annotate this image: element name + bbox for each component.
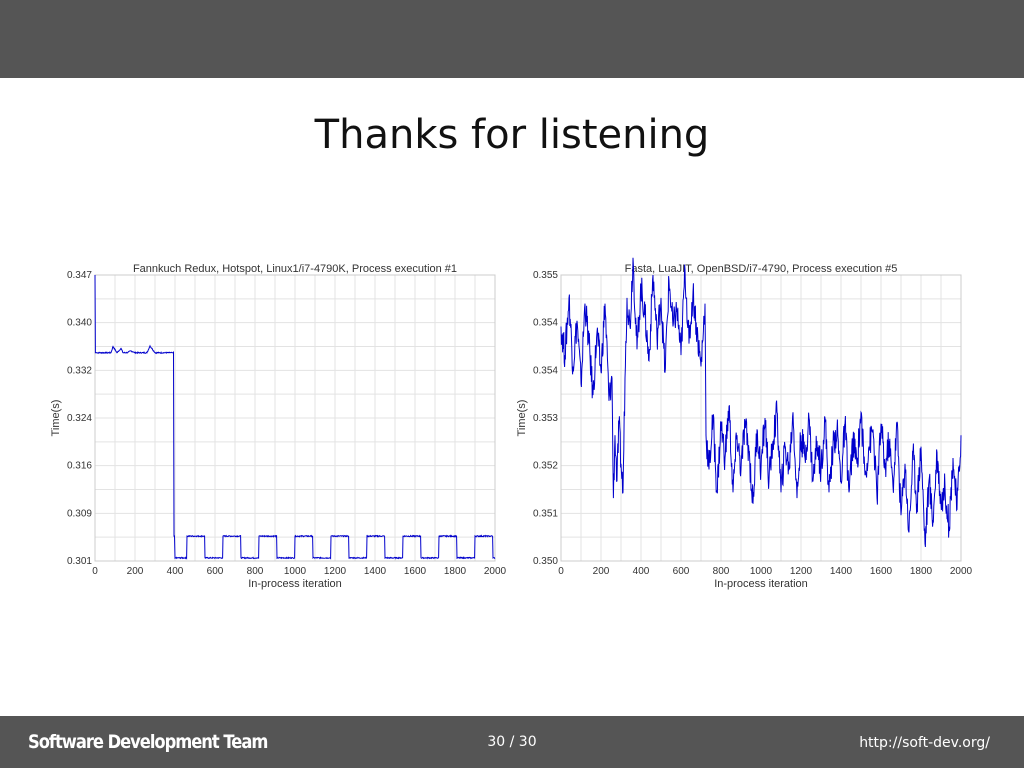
footer-url: http://soft-dev.org/ — [859, 735, 990, 751]
chart-fasta: Fasta, LuaJIT, OpenBSD/i7-4790, Process … — [516, 257, 973, 590]
y-tick-label: 0.309 — [67, 508, 92, 519]
x-tick-label: 600 — [207, 566, 224, 577]
y-tick-label: 0.354 — [533, 365, 558, 376]
x-tick-label: 1000 — [284, 566, 307, 577]
y-tick-label: 0.353 — [533, 413, 558, 424]
x-tick-label: 1200 — [790, 566, 813, 577]
x-tick-label: 1400 — [364, 566, 387, 577]
x-tick-label: 200 — [593, 566, 610, 577]
x-axis-label: In-process iteration — [714, 578, 808, 590]
x-tick-label: 800 — [247, 566, 264, 577]
series-line — [560, 257, 962, 548]
series-line — [94, 274, 496, 560]
plot-frame — [94, 274, 496, 562]
x-tick-label: 1400 — [830, 566, 853, 577]
x-axis-label: In-process iteration — [248, 578, 342, 590]
y-tick-label: 0.324 — [67, 413, 92, 424]
footer-team-name: Software Development Team — [28, 731, 268, 753]
y-axis-label: Time(s) — [50, 400, 62, 437]
y-axis-label: Time(s) — [516, 400, 528, 437]
x-tick-label: 1800 — [444, 566, 467, 577]
x-tick-label: 1200 — [324, 566, 347, 577]
y-tick-label: 0.301 — [67, 556, 92, 567]
y-tick-label: 0.351 — [533, 508, 558, 519]
x-tick-label: 1600 — [404, 566, 427, 577]
y-tick-label: 0.355 — [533, 270, 558, 281]
chart-title: Fasta, LuaJIT, OpenBSD/i7-4790, Process … — [625, 263, 898, 275]
chart-title: Fannkuch Redux, Hotspot, Linux1/i7-4790K… — [133, 263, 457, 275]
y-tick-label: 0.354 — [533, 318, 558, 329]
x-tick-label: 800 — [713, 566, 730, 577]
footer: Software Development Team 30 / 30 http:/… — [0, 716, 1024, 768]
y-tick-label: 0.347 — [67, 270, 92, 281]
x-tick-label: 400 — [167, 566, 184, 577]
x-tick-label: 400 — [633, 566, 650, 577]
y-tick-label: 0.350 — [533, 556, 558, 567]
top-bar — [0, 0, 1024, 78]
x-tick-label: 2000 — [484, 566, 507, 577]
x-tick-label: 1800 — [910, 566, 933, 577]
chart-fannkuch: Fannkuch Redux, Hotspot, Linux1/i7-4790K… — [50, 263, 507, 590]
x-tick-label: 2000 — [950, 566, 973, 577]
y-tick-label: 0.332 — [67, 365, 92, 376]
y-tick-label: 0.352 — [533, 461, 558, 472]
x-tick-label: 200 — [127, 566, 144, 577]
x-tick-label: 1000 — [750, 566, 773, 577]
x-tick-label: 0 — [558, 566, 564, 577]
page-number: 30 / 30 — [487, 734, 537, 750]
y-tick-label: 0.316 — [67, 461, 92, 472]
y-tick-label: 0.340 — [67, 318, 92, 329]
plot-frame — [560, 274, 962, 562]
x-tick-label: 1600 — [870, 566, 893, 577]
slide-title: Thanks for listening — [314, 112, 710, 158]
x-tick-label: 600 — [673, 566, 690, 577]
x-tick-label: 0 — [92, 566, 98, 577]
